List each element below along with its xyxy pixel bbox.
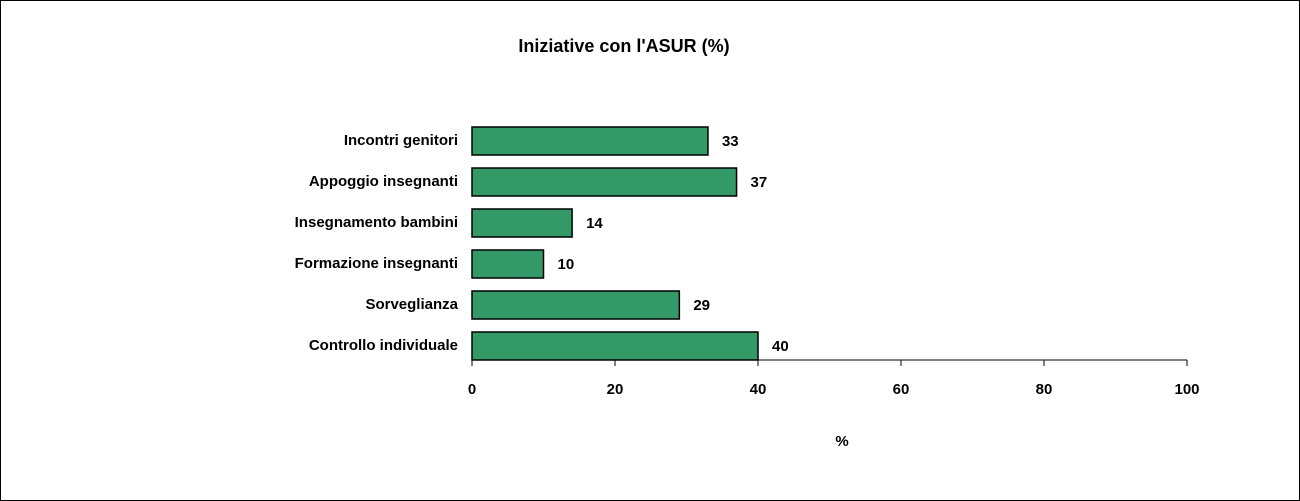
- y-tick-label: Incontri genitori: [344, 132, 458, 149]
- data-label: 29: [693, 297, 710, 314]
- y-tick-label: Appoggio insegnanti: [309, 173, 458, 190]
- data-label: 14: [586, 215, 603, 232]
- x-tick-label: 100: [1174, 381, 1199, 398]
- data-label: 40: [772, 338, 789, 355]
- x-axis-label: %: [835, 433, 848, 450]
- bar: [471, 208, 573, 238]
- x-tick-label: 40: [750, 381, 767, 398]
- data-label: 10: [558, 256, 575, 273]
- x-tick-label: 60: [893, 381, 910, 398]
- y-tick-label: Controllo individuale: [309, 337, 458, 354]
- bar: [471, 126, 709, 156]
- bar: [471, 249, 545, 279]
- x-tick-label: 80: [1036, 381, 1053, 398]
- bar: [471, 290, 681, 320]
- data-label: 33: [722, 133, 739, 150]
- bar: [471, 331, 759, 361]
- data-label: 37: [751, 174, 768, 191]
- chart-title: Iniziative con l'ASUR (%): [518, 36, 729, 56]
- x-tick-label: 20: [607, 381, 624, 398]
- bar: [471, 167, 738, 197]
- y-tick-label: Sorveglianza: [365, 296, 458, 313]
- y-tick-label: Insegnamento bambini: [295, 214, 458, 231]
- x-tick-label: 0: [468, 381, 476, 398]
- y-tick-label: Formazione insegnanti: [295, 255, 458, 272]
